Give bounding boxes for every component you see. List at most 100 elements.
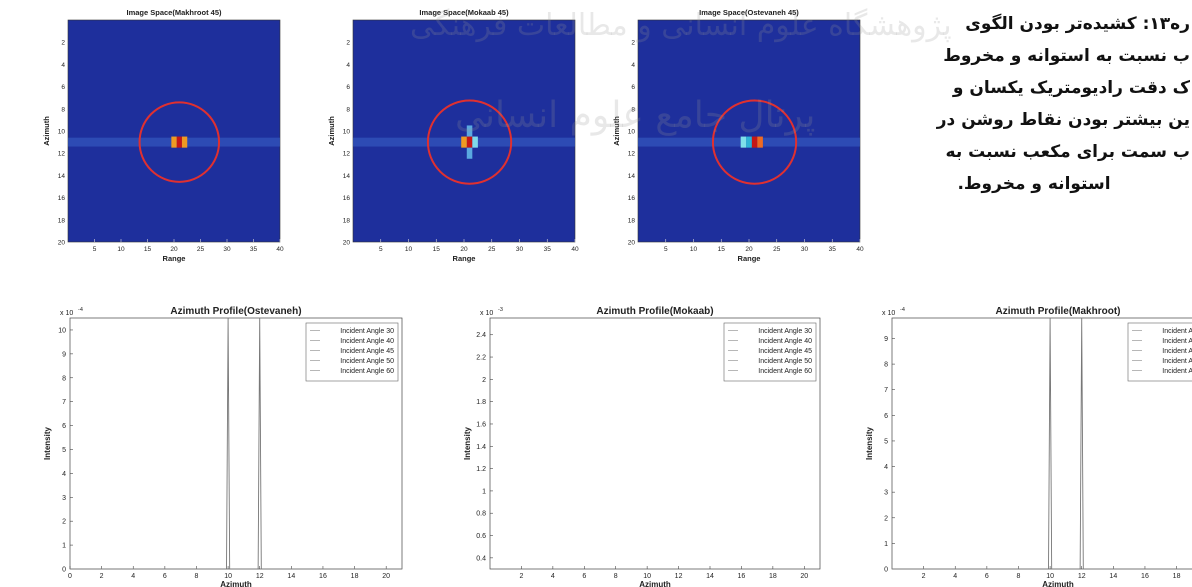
x-tick-label: 25 bbox=[197, 246, 205, 253]
x-tick-label: 4 bbox=[131, 573, 135, 580]
y-axis-label: Intensity bbox=[463, 427, 472, 460]
figure-caption: ره۱۳: کشیده‌تر بودن الگوی ب نسبت به استو… bbox=[878, 8, 1190, 280]
y-tick-label: 2 bbox=[346, 40, 350, 47]
y-tick-label: 10 bbox=[343, 129, 351, 136]
watermark-top: پژوهشگاه علوم انسانی و مطالعات فرهنگی bbox=[410, 8, 952, 43]
x-tick-label: 20 bbox=[800, 573, 808, 580]
x-tick-label: 25 bbox=[488, 246, 496, 253]
heatmap-cell-1 bbox=[740, 136, 747, 148]
x-tick-label: 12 bbox=[1078, 573, 1086, 580]
y-tick-label: 20 bbox=[58, 240, 66, 247]
y-tick-label: 18 bbox=[343, 217, 351, 224]
y-tick-label: 2.2 bbox=[476, 355, 486, 362]
legend-box bbox=[723, 322, 817, 382]
target-circle bbox=[426, 99, 513, 185]
x-tick-label: 40 bbox=[276, 246, 284, 253]
x-tick-label: 15 bbox=[433, 246, 441, 253]
heatmap-panel-ostevaneh: Image Space(Ostevaneh 45) 5 10 15 20 25 30 35 40… bbox=[610, 6, 870, 268]
exponent-power: -4 bbox=[78, 307, 83, 313]
y-tick-label: 0.4 bbox=[476, 555, 486, 562]
heatmap-cell-1 bbox=[171, 136, 177, 148]
y-tick-label: 1.8 bbox=[476, 399, 486, 406]
x-tick-label: 4 bbox=[953, 573, 957, 580]
y-tick-label: 2 bbox=[884, 515, 888, 522]
y-tick-label: 8 bbox=[346, 106, 350, 113]
x-tick-label: 35 bbox=[250, 246, 258, 253]
profile-panel-ostevaneh: Azimuth Profile(Ostevaneh) 0 2 4 6 8 10 12 14 16 1… bbox=[28, 304, 408, 587]
y-tick-label: 14 bbox=[343, 173, 351, 180]
x-axis-label: Azimuth bbox=[220, 580, 252, 587]
y-axis-label: Azimuth bbox=[612, 116, 621, 146]
x-tick-label: 10 bbox=[224, 573, 232, 580]
x-tick-label: 30 bbox=[801, 246, 809, 253]
y-tick-label: 18 bbox=[58, 217, 66, 224]
x-tick-label: 10 bbox=[1046, 573, 1054, 580]
x-tick-label: 15 bbox=[144, 246, 152, 253]
x-axis-label: Azimuth bbox=[639, 580, 671, 587]
y-tick-label: 5 bbox=[62, 447, 66, 454]
legend-entry: Incident Angle 30 bbox=[340, 328, 394, 335]
x-tick-label: 20 bbox=[382, 573, 390, 580]
y-axis-label: Intensity bbox=[865, 427, 874, 460]
y-tick-label: 12 bbox=[628, 151, 636, 158]
legend-entry: Incident Angle 45 bbox=[340, 348, 394, 355]
caption-line-4: ین بیشتر بودن نقاط روشن در bbox=[936, 110, 1190, 130]
heatmap-cell-4 bbox=[466, 147, 473, 159]
heatmap-title: Image Space(Mokaab 45) bbox=[419, 8, 509, 17]
y-tick-label: 16 bbox=[343, 195, 351, 202]
x-tick-label: 6 bbox=[985, 573, 989, 580]
x-tick-label: 8 bbox=[195, 573, 199, 580]
x-tick-label: 10 bbox=[643, 573, 651, 580]
x-tick-label: 14 bbox=[287, 573, 295, 580]
x-tick-label: 20 bbox=[170, 246, 178, 253]
y-tick-label: 3 bbox=[884, 490, 888, 497]
x-tick-label: 2 bbox=[519, 573, 523, 580]
x-tick-label: 8 bbox=[1017, 573, 1021, 580]
x-tick-label: 10 bbox=[117, 246, 125, 253]
legend-box bbox=[1127, 322, 1192, 382]
y-tick-label: 0.6 bbox=[476, 533, 486, 540]
y-tick-label: 7 bbox=[62, 399, 66, 406]
legend-entry: Incident Angle 60 bbox=[1162, 368, 1192, 375]
x-tick-label: 14 bbox=[706, 573, 714, 580]
heatmap-cell-2 bbox=[746, 136, 752, 148]
heatmap-cell-0 bbox=[751, 136, 758, 148]
profile-panel-makhroot: Azimuth Profile(Makhroot)246810121416182… bbox=[850, 304, 1192, 587]
x-axis-label: Range bbox=[738, 254, 761, 263]
y-tick-label: 1 bbox=[884, 541, 888, 548]
heatmap-cell-3 bbox=[466, 125, 473, 137]
legend-entry: Incident Angle 60 bbox=[340, 368, 394, 375]
y-tick-label: 6 bbox=[62, 423, 66, 430]
y-tick-label: 8 bbox=[631, 106, 635, 113]
y-tick-label: 4 bbox=[61, 62, 65, 69]
exponent-label: x 10 bbox=[60, 310, 73, 317]
y-tick-label: 6 bbox=[61, 84, 65, 91]
y-tick-label: 3 bbox=[62, 495, 66, 502]
heatmap-panel-makhroot: Image Space(Makhroot 45) 5 10 15 20 25 30 35 40 2… bbox=[40, 6, 290, 268]
y-tick-label: 10 bbox=[58, 327, 66, 334]
x-tick-label: 18 bbox=[1173, 573, 1181, 580]
x-tick-label: 16 bbox=[1141, 573, 1149, 580]
legend-entry: Incident Angle 40 bbox=[340, 338, 394, 345]
x-tick-label: 35 bbox=[829, 246, 837, 253]
y-tick-label: 6 bbox=[631, 84, 635, 91]
profile-ostevaneh-svg: Azimuth Profile(Ostevaneh)0 2 4 6 8 10 12 14 16 1… bbox=[43, 306, 403, 587]
caption-line-2: ب نسبت به استوانه و مخروط bbox=[943, 46, 1190, 66]
exponent-power: -3 bbox=[498, 307, 503, 313]
target-circle bbox=[711, 99, 798, 185]
y-tick-label: 20 bbox=[343, 240, 351, 247]
heatmap-panel-mokaab: Image Space(Mokaab 45) 5 10 15 20 25 30 35 40 2 4 6… bbox=[325, 6, 585, 268]
y-tick-label: 1.6 bbox=[476, 421, 486, 428]
x-tick-label: 14 bbox=[1109, 573, 1117, 580]
y-tick-label: 1.2 bbox=[476, 466, 486, 473]
y-tick-label: 2 bbox=[61, 40, 65, 47]
x-tick-label: 15 bbox=[718, 246, 726, 253]
x-tick-label: 5 bbox=[379, 246, 383, 253]
y-tick-label: 2 bbox=[482, 377, 486, 384]
x-tick-label: 4 bbox=[551, 573, 555, 580]
y-tick-label: 4 bbox=[884, 464, 888, 471]
y-tick-label: 0.8 bbox=[476, 511, 486, 518]
caption-line-1: ره۱۳: کشیده‌تر بودن الگوی bbox=[965, 14, 1190, 34]
y-tick-label: 12 bbox=[58, 151, 66, 158]
heatmap-cell-3 bbox=[757, 136, 763, 148]
